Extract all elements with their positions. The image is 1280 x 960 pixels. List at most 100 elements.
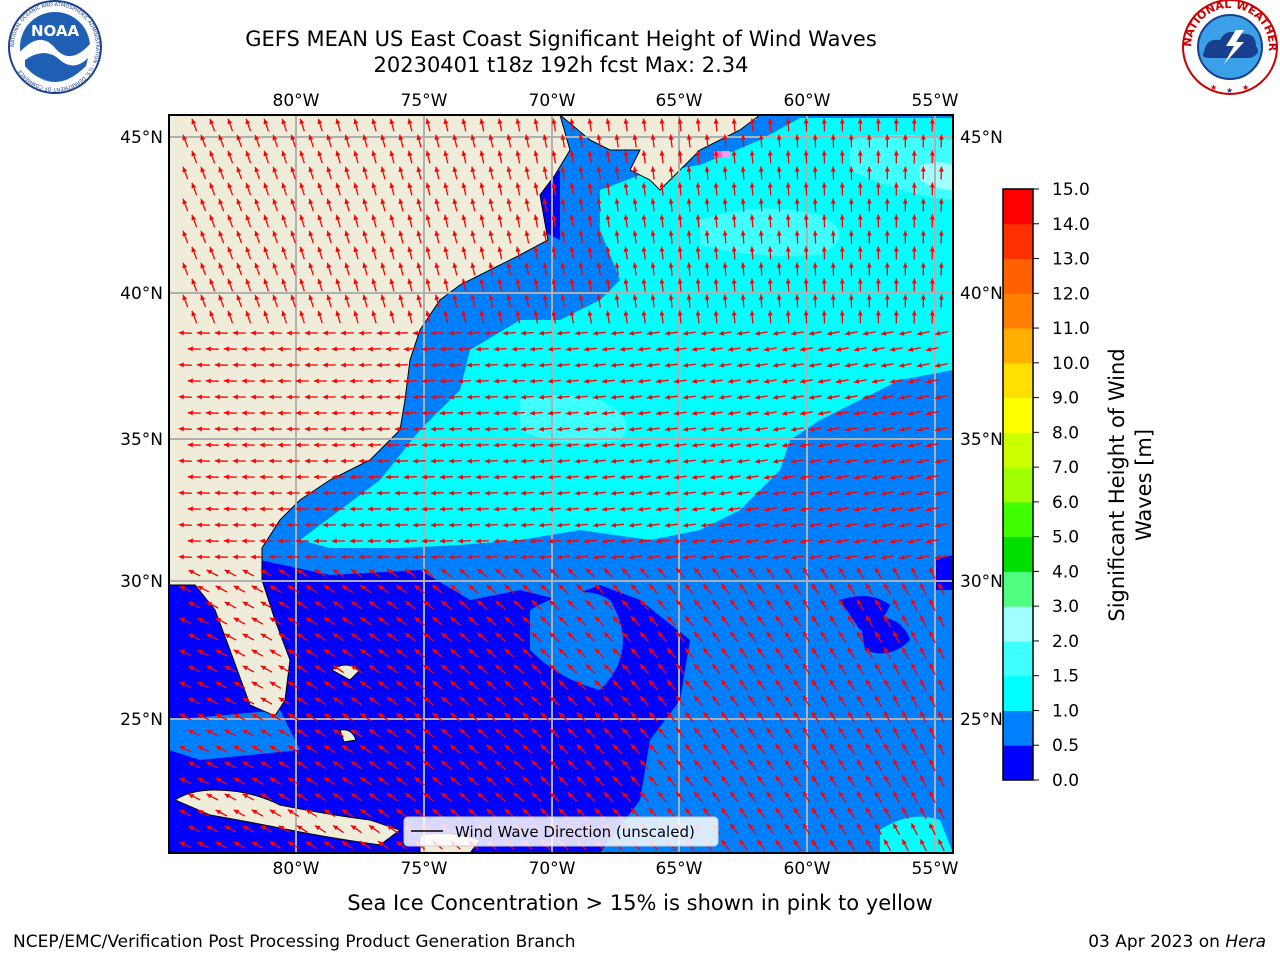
- wind-wave-arrowhead: [857, 150, 863, 156]
- wind-wave-arrowhead: [871, 474, 878, 480]
- wind-wave-arrowhead: [709, 442, 716, 448]
- wind-wave-arrowhead: [686, 198, 692, 204]
- wind-wave-arrowhead: [322, 394, 328, 400]
- wind-wave-arrowhead: [908, 538, 914, 544]
- wind-wave-arrowhead: [649, 648, 655, 654]
- wind-wave-arrowhead: [567, 600, 573, 606]
- wind-wave-arrowhead: [565, 346, 572, 352]
- wind-wave-arrowhead: [326, 198, 332, 205]
- wind-wave-arrowhead: [718, 394, 725, 400]
- wind-wave-arrowhead: [269, 809, 276, 815]
- wind-wave-arrowhead: [245, 214, 251, 221]
- wind-wave-arrowhead: [488, 262, 494, 269]
- wind-wave-arrowhead: [784, 663, 790, 670]
- wind-wave-arrowhead: [182, 198, 188, 205]
- wind-wave-arrowhead: [182, 230, 188, 237]
- wind-wave-arrowhead: [576, 648, 582, 654]
- wind-wave-arrowhead: [179, 650, 185, 655]
- wind-wave-arrowhead: [269, 713, 276, 719]
- colorbar-segment: [1003, 710, 1033, 746]
- sea-ice-marker: [722, 151, 730, 158]
- wind-wave-arrowhead: [421, 474, 427, 480]
- wind-wave-arrowhead: [549, 696, 555, 702]
- wind-wave-arrowhead: [754, 522, 761, 528]
- wind-wave-arrowhead: [640, 696, 646, 702]
- wind-wave-arrowhead: [739, 775, 745, 782]
- wind-wave-arrowhead: [178, 458, 184, 464]
- lon-label: 65°W: [656, 91, 703, 111]
- wind-wave-arrowhead: [908, 442, 914, 448]
- wind-wave-arrowhead: [673, 538, 680, 544]
- wind-wave-arrowhead: [713, 118, 719, 124]
- wind-wave-arrowhead: [511, 378, 517, 384]
- wind-wave-arrowhead: [567, 632, 573, 638]
- wind-wave-arrowhead: [745, 474, 752, 480]
- wind-wave-arrowhead: [574, 330, 581, 336]
- wind-wave-arrowhead: [902, 839, 907, 845]
- wind-wave-arrowhead: [506, 198, 512, 204]
- wind-wave-arrowhead: [387, 665, 393, 671]
- wind-wave-arrowhead: [407, 246, 413, 253]
- wind-wave-arrowhead: [835, 410, 842, 416]
- wind-wave-arrowhead: [884, 134, 890, 140]
- colorbar-tick-label: 10.0: [1052, 354, 1090, 374]
- wave-height-1.5-2.0m-patch: [520, 395, 627, 444]
- wind-wave-arrowhead: [296, 761, 303, 767]
- wind-wave-arrowhead: [754, 330, 761, 336]
- wind-wave-arrowhead: [637, 346, 644, 352]
- wind-wave-arrowhead: [389, 182, 395, 189]
- wind-wave-arrowhead: [524, 262, 530, 268]
- wind-wave-arrowhead: [414, 809, 420, 815]
- wind-wave-arrowhead: [902, 615, 907, 621]
- noaa-logo-text: NOAA: [31, 22, 80, 40]
- wind-wave-arrowhead: [313, 506, 319, 512]
- wind-wave-arrowhead: [272, 134, 278, 141]
- wind-wave-arrowhead: [640, 728, 646, 734]
- colorbar-segment: [1003, 501, 1033, 538]
- wind-wave-arrowhead: [703, 807, 709, 814]
- wind-wave-arrowhead: [748, 599, 754, 606]
- wind-wave-arrowhead: [371, 214, 377, 221]
- lat-label: 35°N: [120, 430, 163, 450]
- wind-wave-arrowhead: [727, 506, 734, 512]
- wind-wave-arrowhead: [811, 679, 817, 686]
- wind-wave-arrowhead: [826, 394, 833, 400]
- wind-wave-arrowhead: [367, 474, 373, 480]
- wind-wave-arrowhead: [619, 538, 626, 544]
- wind-wave-arrowhead: [457, 506, 463, 512]
- wind-wave-arrowhead: [378, 713, 384, 719]
- wind-wave-arrowhead: [547, 410, 553, 416]
- wind-wave-arrowhead: [695, 246, 701, 252]
- wind-wave-arrowhead: [650, 230, 656, 236]
- wind-wave-arrowhead: [197, 586, 204, 591]
- north-america-land: [169, 115, 571, 717]
- wind-wave-arrowhead: [848, 198, 854, 204]
- wind-wave-arrowhead: [899, 458, 905, 464]
- wind-wave-arrowhead: [739, 679, 745, 686]
- wind-wave-arrowhead: [182, 262, 188, 269]
- wind-wave-arrowhead: [641, 118, 647, 124]
- wind-wave-arrowhead: [468, 744, 474, 750]
- wind-wave-arrowhead: [335, 118, 341, 125]
- wind-wave-arrowhead: [938, 198, 944, 204]
- wind-wave-arrowhead: [893, 310, 899, 316]
- wind-wave-arrowhead: [263, 278, 269, 285]
- wind-wave-arrowhead: [182, 294, 188, 301]
- wind-wave-arrowhead: [838, 567, 844, 573]
- wind-wave-arrowhead: [506, 166, 512, 172]
- colorbar-tick-label: 15.0: [1052, 180, 1090, 200]
- wind-wave-arrowhead: [268, 330, 274, 336]
- wind-wave-arrowhead: [623, 182, 629, 188]
- wind-wave-arrowhead: [412, 394, 418, 400]
- wind-wave-arrowhead: [596, 198, 602, 204]
- colorbar-tick-label: 5.0: [1052, 528, 1079, 548]
- wind-wave-arrowhead: [569, 310, 575, 316]
- wind-wave-arrowhead: [205, 538, 211, 544]
- wind-wave-arrowhead: [466, 490, 472, 496]
- wind-wave-arrowhead: [772, 330, 779, 336]
- wind-wave-arrowhead: [857, 567, 862, 573]
- wind-wave-arrowhead: [369, 825, 375, 831]
- wind-wave-arrowhead: [820, 823, 826, 830]
- wind-wave-arrowhead: [820, 727, 826, 734]
- wind-wave-arrowhead: [703, 647, 709, 654]
